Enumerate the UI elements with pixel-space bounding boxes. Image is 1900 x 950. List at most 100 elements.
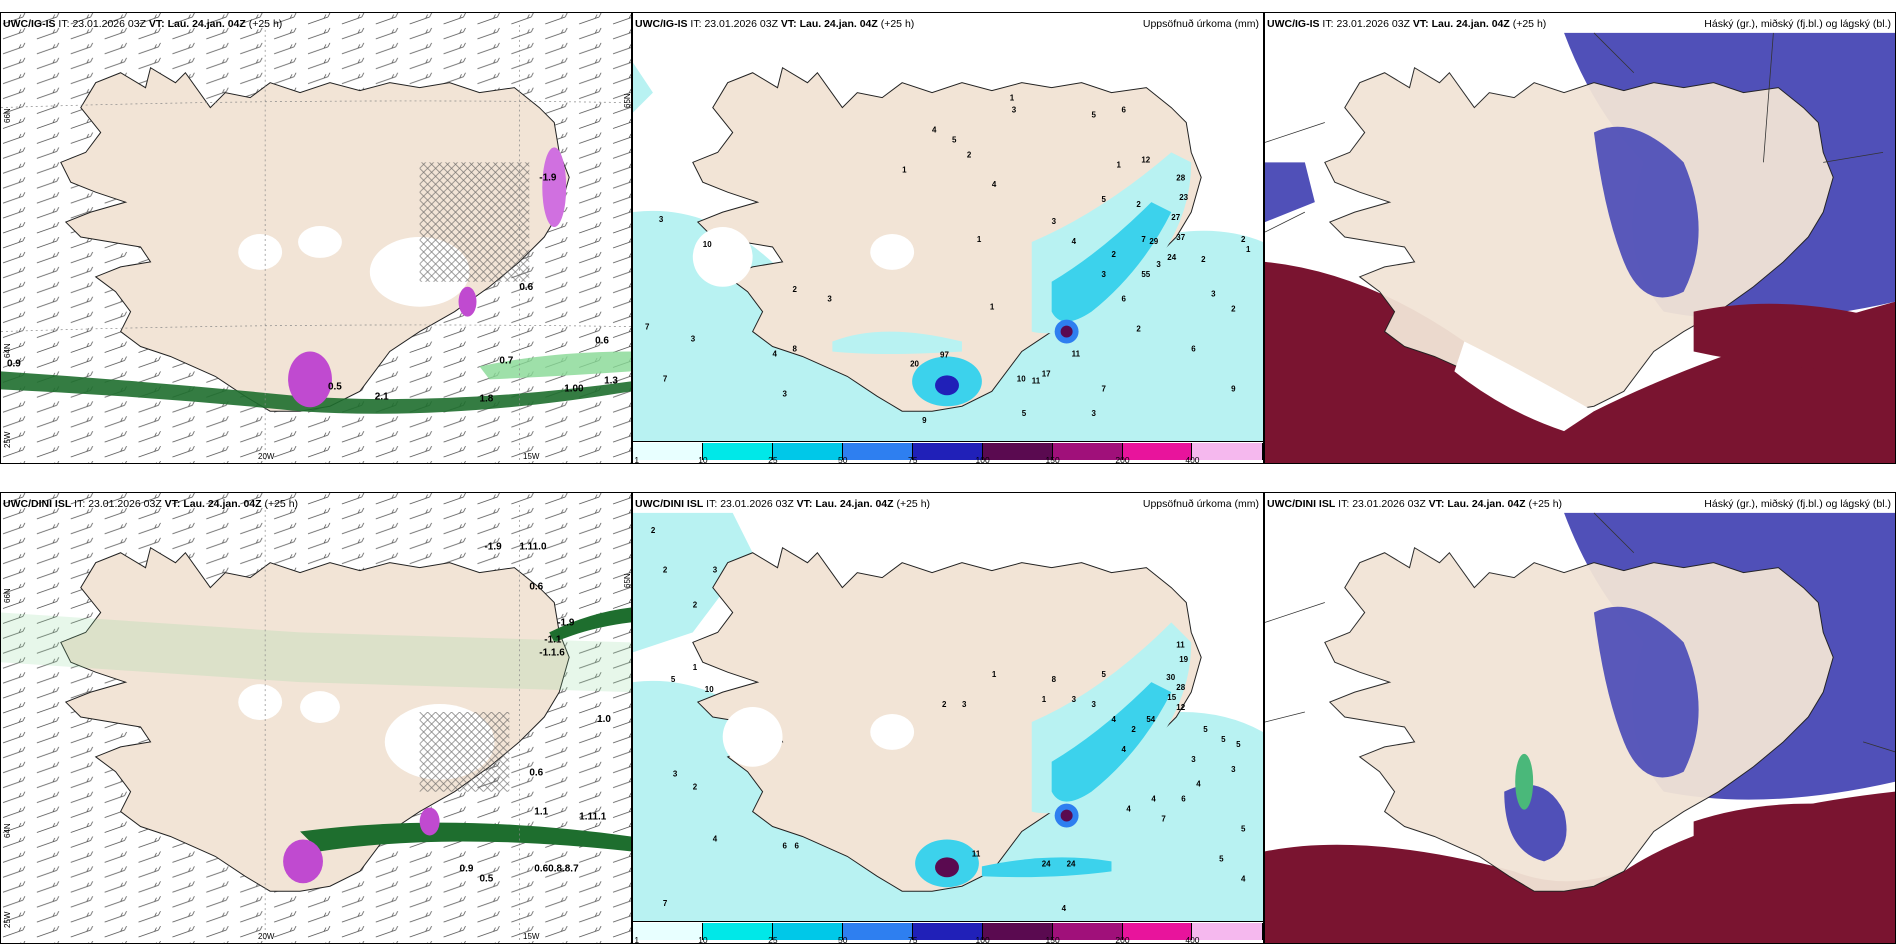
svg-text:7: 7 [1161, 815, 1166, 824]
glacier-hofsjokull [298, 226, 342, 258]
field-label: 0.7 [499, 355, 513, 366]
svg-text:1: 1 [693, 663, 698, 672]
colorbar-label: 150 [1045, 455, 1060, 464]
svg-text:5: 5 [1203, 725, 1208, 734]
field-label: 1.8 [479, 393, 493, 404]
lat-label-66n: 66N [3, 108, 12, 123]
svg-text:19: 19 [1179, 655, 1188, 664]
svg-text:-1.1: -1.1 [544, 634, 562, 645]
panel-title: Uppsöfnuð úrkoma (mm) [1142, 18, 1259, 30]
svg-text:3: 3 [1231, 765, 1236, 774]
svg-text:5: 5 [1219, 854, 1224, 863]
svg-text:4: 4 [1072, 237, 1077, 246]
wind-map[interactable]: 0.9 0.6 0.6 0.7 1.00 -1.9 1.8 2.1 1.3 0.… [1, 13, 631, 463]
precip-map[interactable]: 3 10 7 3 7 4 8 2 3 3 1 2 4 1 3 4 5 1 2 2… [633, 13, 1263, 463]
svg-text:30: 30 [1166, 673, 1175, 682]
svg-text:5: 5 [1241, 825, 1246, 834]
colorbar-segment [982, 923, 1053, 940]
panel-title: Háský (gr.), miðský (fj.bl.) og lágský (… [1704, 498, 1891, 510]
colorbar-label: 1 [634, 455, 640, 464]
colorbar-label: 25 [768, 455, 778, 464]
svg-text:11: 11 [972, 849, 981, 858]
svg-text:4: 4 [1062, 904, 1067, 913]
svg-text:11: 11 [1072, 349, 1081, 358]
svg-text:-1.9: -1.9 [557, 617, 575, 628]
svg-text:3: 3 [659, 215, 664, 224]
svg-text:1.11.1: 1.11.1 [579, 812, 607, 823]
svg-text:2: 2 [693, 783, 698, 792]
svg-text:2: 2 [651, 526, 656, 535]
svg-text:4: 4 [932, 125, 937, 134]
svg-text:28: 28 [1176, 683, 1185, 692]
precip-colorbar: 1 10 25 50 75 100 150 200 400 [633, 921, 1263, 943]
snow-hatch-area [419, 162, 530, 282]
lat-label-64n: 64N [3, 823, 12, 838]
colorbar-label: 200 [1115, 935, 1130, 944]
svg-text:5: 5 [671, 675, 676, 684]
svg-text:4: 4 [1111, 715, 1116, 724]
svg-text:3: 3 [1012, 106, 1017, 115]
panel-header: UWC/DINI ISL IT: 23.01.2026 03Z VT: Lau.… [3, 498, 299, 510]
lat-label-65n-right: 65N [623, 93, 632, 108]
svg-text:3: 3 [1102, 270, 1107, 279]
svg-text:-1.9: -1.9 [484, 542, 502, 553]
svg-text:4: 4 [713, 834, 718, 843]
precip-hotspot-se [458, 286, 477, 317]
lat-label-66n: 66N [3, 588, 12, 603]
precip-colorbar: 1 10 25 50 75 100 150 200 400 [633, 441, 1263, 463]
svg-text:2: 2 [693, 600, 698, 609]
wind-band-south [1, 371, 631, 414]
svg-text:3: 3 [1092, 700, 1097, 709]
glacier [692, 227, 753, 287]
precip-map[interactable]: 2 2 3 2 5 1 10 3 2 4 7 6 6 2 3 1 3 3 4 5… [633, 493, 1263, 943]
panel-dini-precip: UWC/DINI ISL IT: 23.01.2026 03Z VT: Lau.… [632, 492, 1264, 944]
panel-header: UWC/DINI ISL IT: 23.01.2026 03Z VT: Lau.… [1267, 498, 1563, 510]
precip-band-offshore [981, 857, 1112, 878]
svg-text:1: 1 [1010, 94, 1015, 103]
field-label: 1.3 [604, 375, 618, 386]
svg-text:1.11.0: 1.11.0 [519, 542, 547, 553]
svg-text:12: 12 [1176, 703, 1185, 712]
cloud-map[interactable] [1265, 493, 1895, 943]
clear-area [1454, 341, 1594, 432]
svg-text:27: 27 [1171, 213, 1180, 222]
svg-text:10: 10 [703, 240, 712, 249]
colorbar-label: 75 [907, 935, 918, 944]
svg-text:1: 1 [902, 165, 907, 174]
svg-text:6: 6 [1191, 345, 1196, 354]
svg-text:4: 4 [1121, 745, 1126, 754]
precip-area-east-mid [1051, 202, 1172, 322]
colorbar-segment [633, 443, 703, 460]
svg-text:0.9: 0.9 [460, 863, 474, 874]
field-label: 0.5 [328, 381, 342, 392]
low-cloud-band [1693, 303, 1895, 372]
svg-text:8: 8 [1052, 675, 1057, 684]
svg-text:2: 2 [663, 566, 668, 575]
svg-text:5: 5 [1102, 670, 1107, 679]
svg-text:0.60.8.8.7: 0.60.8.8.7 [534, 863, 579, 874]
svg-text:2: 2 [967, 150, 972, 159]
svg-text:6: 6 [1121, 295, 1126, 304]
svg-text:1: 1 [1042, 695, 1047, 704]
svg-text:1.1: 1.1 [534, 807, 548, 818]
svg-text:28: 28 [1176, 173, 1185, 182]
svg-text:24: 24 [1067, 859, 1076, 868]
svg-text:0.6: 0.6 [529, 582, 543, 593]
colorbar-segment [772, 923, 843, 940]
colorbar-segment [1052, 923, 1123, 940]
colorbar-label: 50 [838, 935, 848, 944]
svg-text:6: 6 [1181, 795, 1186, 804]
svg-text:5: 5 [1236, 740, 1241, 749]
wind-map[interactable]: -1.9 1.11.0 0.6 -1.9 -1.1 -1.1.6 1.0 0.6… [1, 493, 631, 943]
svg-text:9: 9 [922, 416, 927, 425]
panel-ig-wind: UWC/IG-IS IT: 23.01.2026 03Z VT: Lau. 24… [0, 12, 632, 464]
svg-text:24: 24 [1167, 253, 1176, 262]
colorbar-label: 200 [1115, 455, 1130, 464]
svg-text:2: 2 [1136, 200, 1141, 209]
svg-text:20: 20 [910, 359, 919, 368]
cloud-map[interactable] [1265, 13, 1895, 463]
precip-max-east [1060, 809, 1073, 822]
panel-title: Uppsöfnuð úrkoma (mm) [1142, 498, 1259, 510]
panel-dini-wind: UWC/DINI ISL IT: 23.01.2026 03Z VT: Lau.… [0, 492, 632, 944]
precip-hotspot-south [283, 839, 323, 884]
